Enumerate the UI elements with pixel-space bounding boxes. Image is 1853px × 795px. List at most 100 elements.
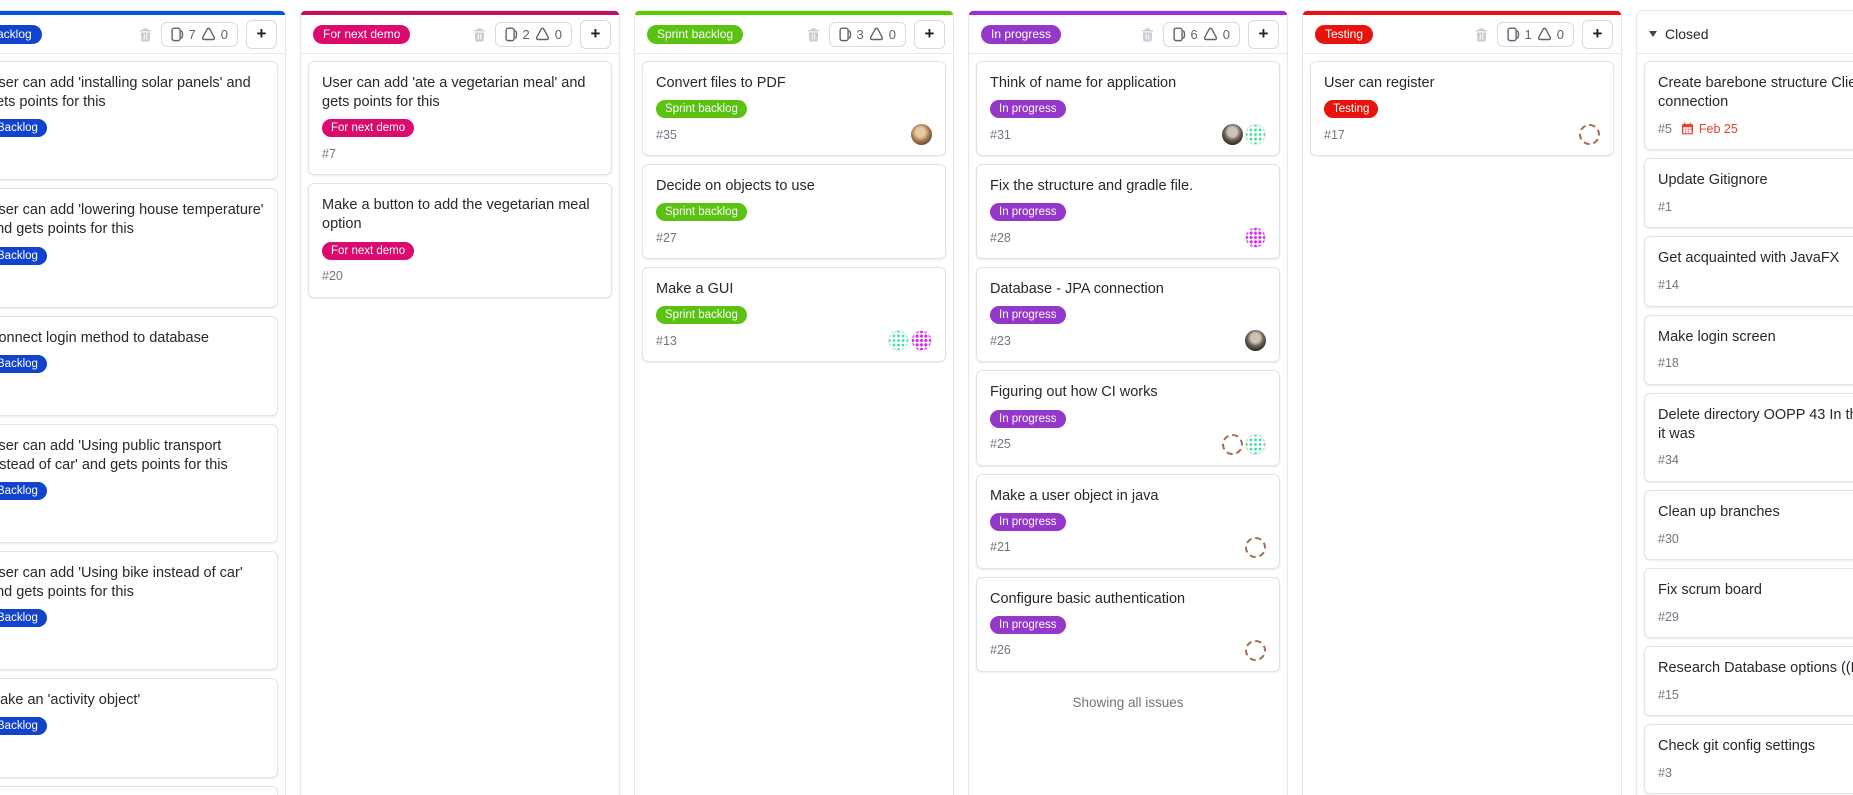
column-actions: 7 0 +	[138, 19, 277, 49]
issue-card[interactable]: User can add 'Using public transport ins…	[0, 423, 278, 543]
delete-column-button[interactable]	[1474, 27, 1489, 42]
card-title: Fix the structure and gradle file.	[990, 178, 1194, 195]
calendar-icon	[1681, 122, 1693, 135]
card-meta	[0, 741, 264, 767]
issue-number: #25	[990, 437, 1011, 451]
card-title: Create barebone structure Client-Server …	[1658, 75, 1853, 111]
issue-card[interactable]: Make login screen #18	[1644, 314, 1853, 385]
add-card-button[interactable]: +	[246, 19, 277, 49]
add-card-button[interactable]: +	[580, 19, 611, 49]
assignee-avatars	[1579, 124, 1600, 146]
issue-number: #18	[1658, 356, 1679, 371]
issue-card[interactable]: Database - JPA connection In progress #2…	[976, 267, 1280, 363]
issue-card[interactable]: Update Gitignore #1	[1644, 158, 1853, 229]
card-meta: #35	[656, 124, 932, 146]
issue-card[interactable]: Make a button to add the vegetarian meal…	[308, 183, 612, 298]
card-meta: #29	[1658, 606, 1853, 627]
card-meta: #15	[1658, 684, 1853, 705]
card-title: Make a GUI	[656, 281, 734, 298]
card-meta: #30	[1658, 528, 1853, 549]
card-label: Backlog	[0, 246, 47, 265]
card-title: Research Database options ((No)SQL?)	[1658, 660, 1853, 677]
issue-number: #29	[1658, 609, 1679, 624]
card-title: User can add 'installing solar panels' a…	[0, 75, 251, 111]
issue-number: #20	[322, 269, 343, 283]
card-title: Make a button to add the vegetarian meal…	[322, 197, 590, 233]
issue-card[interactable]: Fix scrum board #29	[1644, 568, 1853, 639]
card-meta: #7	[322, 143, 598, 164]
card-label: Testing	[1324, 100, 1379, 119]
card-meta	[0, 271, 264, 297]
issue-card[interactable]: Connect login method to database Backlog	[0, 315, 278, 416]
add-card-button[interactable]: +	[1248, 19, 1279, 49]
card-label: In progress	[990, 512, 1066, 531]
issue-card[interactable]: Figuring out how CI works In progress #2…	[976, 370, 1280, 466]
delete-column-button[interactable]	[806, 27, 821, 42]
column-footer-status: Showing all issues	[1072, 694, 1184, 710]
issue-card[interactable]: Research Database options ((No)SQL?) #15	[1644, 646, 1853, 717]
card-label: Backlog	[0, 119, 47, 138]
card-count-icon	[504, 26, 517, 41]
delete-column-button[interactable]	[1140, 27, 1155, 42]
issue-card[interactable]: User can register Testing #17	[1310, 61, 1614, 157]
card-count-icon	[838, 26, 851, 41]
delete-column-button[interactable]	[138, 27, 153, 42]
issue-card[interactable]: Delete directory OOPP 43 In the beginnin…	[1644, 392, 1853, 482]
card-count: 2	[522, 26, 530, 42]
assignee-avatars	[888, 330, 932, 352]
issue-card[interactable]: Make an 'activity object' Backlog	[0, 678, 278, 779]
issue-card[interactable]: Think of name for application In progres…	[976, 61, 1280, 157]
column-actions: 6 0 +	[1140, 19, 1279, 49]
trash-icon	[139, 27, 151, 42]
column-actions: 3 0 +	[806, 19, 945, 49]
column-header: Sprint backlog Sprint backlog 3	[635, 15, 953, 54]
issue-number: #35	[656, 127, 677, 142]
card-title: Clean up branches	[1658, 503, 1780, 520]
avatar-photo-person	[1245, 330, 1266, 352]
card-title: Make login screen	[1658, 328, 1776, 345]
card-label: Sprint backlog	[656, 306, 747, 325]
column-collapse-toggle[interactable]: Closed	[1649, 26, 1709, 42]
issue-card[interactable]: Fix the structure and gradle file. In pr…	[976, 164, 1280, 260]
due-date: Feb 25	[1681, 122, 1738, 136]
issue-card[interactable]: User can add 'installing solar panels' a…	[0, 61, 278, 181]
assignee-avatars	[1222, 124, 1266, 146]
column-actions: 1 0 +	[1474, 19, 1613, 49]
issue-number: #28	[990, 230, 1011, 245]
column-counts: 6 0	[1162, 21, 1240, 47]
card-label: Backlog	[0, 481, 47, 500]
issue-card[interactable]: Make a user object in java In progress #…	[976, 473, 1280, 569]
add-card-button[interactable]: +	[914, 19, 945, 49]
issue-card[interactable]: Convert files to PDF Sprint backlog #35	[642, 61, 946, 157]
issue-card[interactable]: Make a GUI Sprint backlog #13	[642, 267, 946, 363]
issue-card[interactable]: Check git config settings #3	[1644, 724, 1853, 795]
column-body: User can add 'ate a vegetarian meal' and…	[301, 54, 619, 305]
column-header: Testing Testing 1	[1303, 15, 1621, 54]
column-body: Think of name for application In progres…	[969, 54, 1287, 727]
column-accent-bar	[1303, 11, 1621, 15]
avatar-photo-person	[1222, 124, 1243, 146]
card-title: User can add 'lowering house temperature…	[0, 202, 264, 238]
card-title: User can register	[1324, 75, 1435, 91]
card-meta: #20	[322, 266, 598, 287]
card-label: Backlog	[0, 354, 47, 373]
issue-card[interactable]: Clean up branches #30	[1644, 489, 1853, 560]
issue-card[interactable]: Decide on objects to use Sprint backlog …	[642, 164, 946, 260]
card-count-icon	[170, 26, 183, 41]
issue-card[interactable]: Create barebone structure Client-Server …	[1644, 61, 1853, 151]
issue-card[interactable]: User can add 'ate a vegetarian meal' and…	[308, 61, 612, 176]
issue-card[interactable]: User can add 'lowering house temperature…	[0, 188, 278, 308]
column-accent-bar	[0, 11, 285, 15]
card-meta: #1	[1658, 196, 1853, 217]
issue-card[interactable]: User can add 'Buying local produce' and …	[0, 786, 278, 795]
delete-column-button[interactable]	[472, 27, 487, 42]
issue-card[interactable]: Configure basic authentication In progre…	[976, 576, 1280, 672]
card-label: In progress	[990, 409, 1066, 428]
assignee-avatars	[911, 124, 932, 146]
column-backlog: Backlog Backlog 7	[0, 10, 286, 795]
card-meta	[0, 506, 264, 532]
issue-card[interactable]: User can add 'Using bike instead of car'…	[0, 550, 278, 671]
add-card-button[interactable]: +	[1582, 19, 1613, 49]
issue-card[interactable]: Get acquainted with JavaFX #14	[1644, 236, 1853, 307]
column-header: Backlog Backlog 7	[0, 15, 285, 54]
